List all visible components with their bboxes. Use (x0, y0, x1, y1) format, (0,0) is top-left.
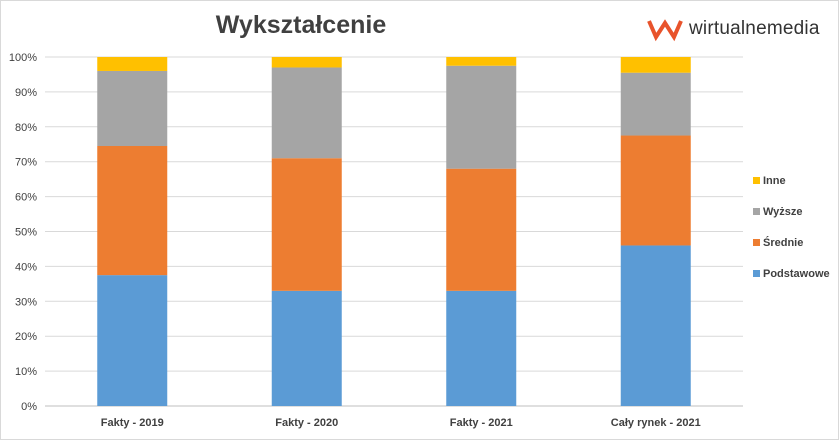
legend-label: Podstawowe (763, 268, 830, 280)
bar-segment (97, 70, 168, 146)
logo-text: wirtualnemedia (689, 18, 820, 39)
bar-segment (446, 57, 517, 66)
legend-label: Wyższe (763, 206, 803, 218)
bar-segment (97, 275, 168, 406)
bar-segment (97, 145, 168, 276)
chart-title: Wykształcenie (215, 11, 387, 39)
y-tick-label: 40% (15, 261, 37, 273)
bar-segment (620, 245, 691, 406)
y-tick-label: 30% (15, 296, 37, 308)
legend-swatch (753, 270, 760, 277)
y-tick-label: 100% (9, 52, 37, 64)
y-tick-label: 80% (15, 122, 37, 134)
bar-segment (97, 57, 168, 71)
x-tick-label: Cały rynek - 2021 (611, 417, 701, 429)
bar-segment (446, 168, 517, 291)
y-tick-label: 0% (21, 401, 37, 413)
legend: Inne Wyższe Średnie Podstawowe (753, 175, 830, 280)
y-axis: 0% 10% 20% 30% 40% 50% 60% 70% 80% 90% 100% (9, 52, 37, 413)
logo-mark-icon (647, 19, 683, 42)
bar-segment (271, 290, 342, 406)
y-tick-label: 60% (15, 192, 37, 204)
x-tick-label: Fakty - 2020 (275, 417, 338, 429)
legend-swatch (753, 208, 760, 215)
y-tick-label: 90% (15, 87, 37, 99)
x-tick-label: Fakty - 2019 (101, 417, 164, 429)
y-tick-label: 70% (15, 157, 37, 169)
bar-segment (446, 290, 517, 406)
bar-segment (620, 135, 691, 246)
legend-label: Inne (763, 175, 786, 187)
wirtualnemedia-logo: wirtualnemedia (647, 15, 837, 45)
bar-segment (271, 67, 342, 159)
legend-swatch (753, 177, 760, 184)
bar-segment (620, 72, 691, 136)
bar-segment (620, 57, 691, 73)
bar-segment (271, 158, 342, 291)
legend-label: Średnie (763, 236, 803, 249)
y-tick-label: 50% (15, 227, 37, 239)
x-tick-label: Fakty - 2021 (450, 417, 513, 429)
bars (97, 57, 691, 406)
x-axis: Fakty - 2019 Fakty - 2020 Fakty - 2021 Cały… (101, 417, 701, 429)
legend-swatch (753, 239, 760, 246)
y-tick-label: 10% (15, 366, 37, 378)
bar-segment (271, 57, 342, 68)
bar-segment (446, 65, 517, 169)
y-tick-label: 20% (15, 331, 37, 343)
